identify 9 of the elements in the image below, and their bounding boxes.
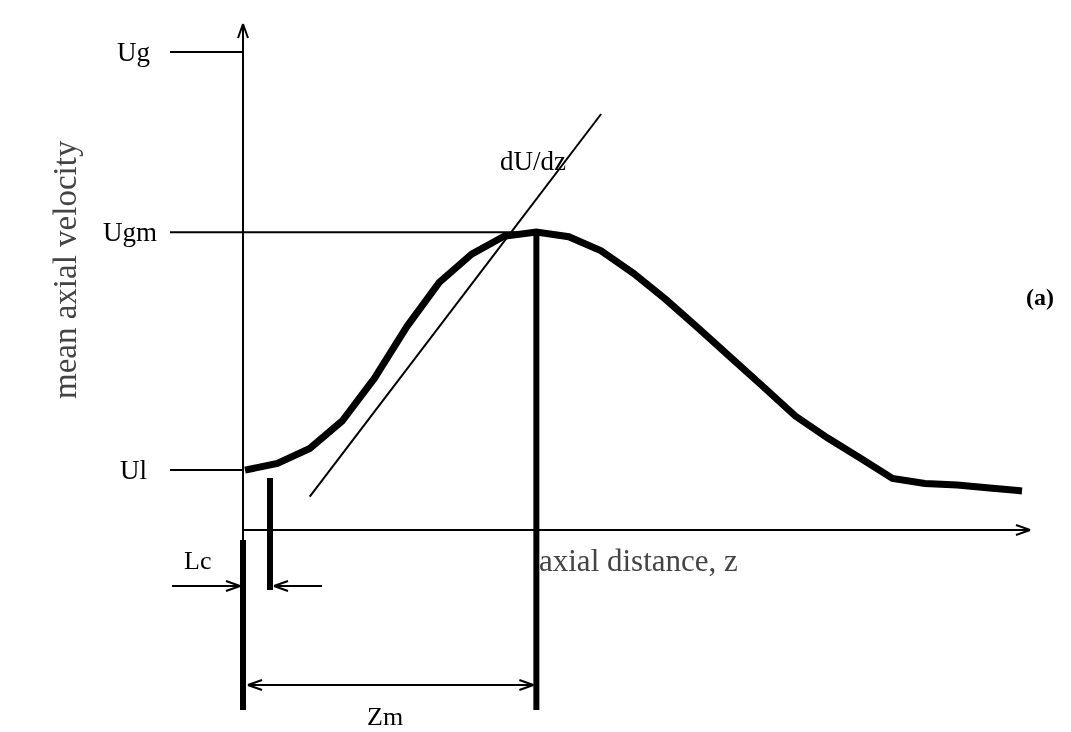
text: Ul <box>120 455 147 485</box>
x-axis-title: axial distance, z <box>539 543 738 578</box>
y-axis-title: mean axial velocity <box>47 140 83 399</box>
series-label: dU/dz <box>500 146 566 176</box>
text: Lc <box>184 546 212 575</box>
text: Ug <box>117 37 150 67</box>
text: Zm <box>367 702 404 731</box>
annotation: (a) <box>1026 284 1054 310</box>
text: Ugm <box>103 217 157 247</box>
